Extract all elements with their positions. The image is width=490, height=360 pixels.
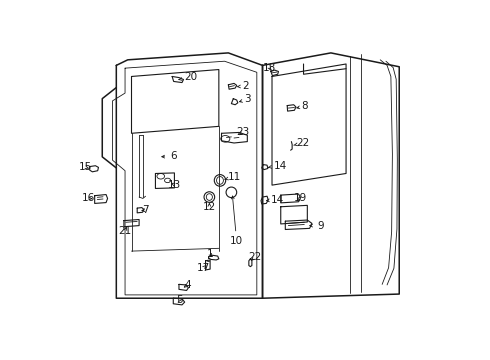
Text: 20: 20 [179, 72, 197, 82]
Text: 6: 6 [162, 151, 176, 161]
Text: 9: 9 [310, 221, 323, 231]
Text: 16: 16 [82, 193, 95, 203]
Text: 13: 13 [168, 180, 181, 190]
Text: 5: 5 [176, 294, 183, 305]
Text: 14: 14 [269, 161, 287, 171]
Text: 21: 21 [119, 226, 132, 236]
Text: 23: 23 [236, 127, 249, 138]
Text: 17: 17 [197, 263, 210, 273]
Text: 8: 8 [297, 102, 308, 111]
Text: 3: 3 [240, 94, 251, 104]
Text: 14: 14 [267, 195, 284, 205]
Text: 12: 12 [203, 202, 216, 212]
Text: 4: 4 [184, 280, 191, 290]
Text: 11: 11 [224, 172, 241, 182]
Text: 18: 18 [263, 63, 276, 73]
Text: 10: 10 [230, 196, 243, 246]
Text: 7: 7 [142, 205, 149, 215]
Text: 15: 15 [79, 162, 93, 172]
Text: 19: 19 [294, 193, 307, 203]
Text: 1: 1 [207, 249, 214, 259]
Text: 22: 22 [248, 252, 262, 262]
Text: 2: 2 [237, 81, 249, 91]
Text: 22: 22 [294, 138, 310, 148]
